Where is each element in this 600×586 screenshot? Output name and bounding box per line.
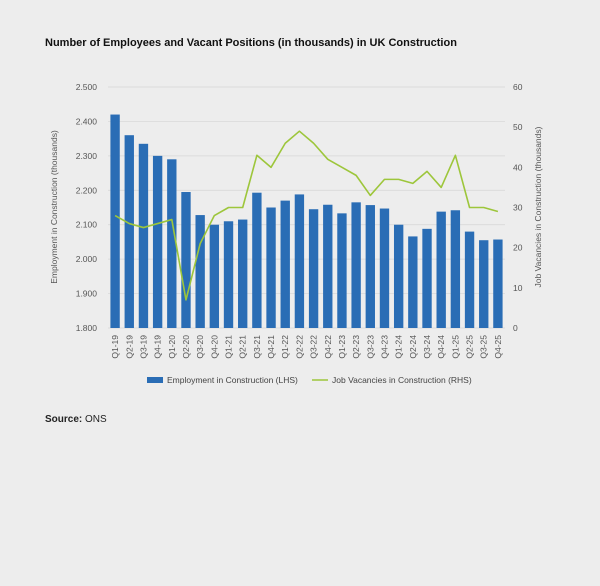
x-tick-label: Q3-20 <box>195 335 205 359</box>
legend-swatch-employment <box>147 377 163 383</box>
right-tick-label: 40 <box>513 162 523 172</box>
x-tick-label: Q1-24 <box>394 335 404 359</box>
legend-label-employment: Employment in Construction (LHS) <box>167 375 298 385</box>
line-series-vacancies <box>114 130 499 301</box>
source-label: Source: <box>45 414 83 425</box>
legend-label-vacancies: Job Vacancies in Construction (RHS) <box>332 375 472 385</box>
bar <box>493 239 503 328</box>
bar <box>365 205 375 328</box>
left-tick-label: 1.800 <box>76 323 98 333</box>
source-note: Source: ONS <box>45 414 107 425</box>
bar <box>252 192 262 328</box>
bar <box>110 114 120 329</box>
x-tick-label: Q3-23 <box>365 335 375 359</box>
x-tick-label: Q2-24 <box>408 335 418 359</box>
right-axis-title: Job Vacancies in Construction (thousands… <box>533 126 543 287</box>
bar <box>393 224 404 328</box>
bar <box>266 207 276 328</box>
bar <box>138 143 149 328</box>
bar <box>152 155 163 328</box>
bar <box>223 221 234 328</box>
right-tick-label: 60 <box>513 82 523 92</box>
x-tick-label: Q2-23 <box>351 335 361 359</box>
left-tick-label: 2.300 <box>76 151 98 161</box>
x-tick-label: Q1-22 <box>280 335 290 359</box>
bar <box>167 159 177 328</box>
right-axis-ticks: 0 10 20 30 40 50 60 <box>513 82 523 333</box>
x-tick-label: Q4-20 <box>209 335 219 359</box>
bar <box>479 240 489 328</box>
left-tick-label: 2.200 <box>76 185 98 195</box>
left-tick-label: 2.000 <box>76 254 98 264</box>
x-tick-label: Q2-21 <box>238 335 248 359</box>
x-tick-label: Q2-19 <box>124 335 134 359</box>
x-tick-label: Q3-19 <box>138 335 148 359</box>
bar <box>379 208 390 328</box>
bar <box>209 224 220 328</box>
right-tick-label: 0 <box>513 323 518 333</box>
bar <box>422 228 432 328</box>
left-tick-label: 2.500 <box>76 82 98 92</box>
x-tick-label: Q4-22 <box>323 335 333 359</box>
source-value: ONS <box>85 414 107 425</box>
left-axis-title: Employment in Construction (thousands) <box>49 130 59 284</box>
left-axis-ticks: 1.800 1.900 2.000 2.100 2.200 2.300 2.400 2.500 <box>76 82 98 333</box>
x-tick-label: Q1-25 <box>450 335 460 359</box>
x-tick-label: Q3-24 <box>422 335 432 359</box>
x-tick-label: Q2-20 <box>181 335 191 359</box>
x-tick-label: Q1-21 <box>224 335 234 359</box>
x-tick-label: Q2-25 <box>465 335 475 359</box>
bar <box>280 200 290 328</box>
bar <box>450 210 461 328</box>
x-tick-label: Q4-19 <box>153 335 163 359</box>
bar <box>238 219 248 328</box>
vacancies-line <box>114 130 499 301</box>
x-tick-label: Q2-22 <box>294 335 304 359</box>
x-tick-label: Q1-20 <box>167 335 177 359</box>
left-tick-label: 1.900 <box>76 289 98 299</box>
bar <box>464 231 475 328</box>
chart-title: Number of Employees and Vacant Positions… <box>45 37 457 49</box>
right-tick-label: 50 <box>513 122 523 132</box>
left-tick-label: 2.100 <box>76 220 98 230</box>
bar <box>337 213 347 328</box>
bar-series-employment <box>110 114 503 329</box>
left-tick-label: 2.400 <box>76 116 98 126</box>
x-tick-label: Q4-24 <box>436 335 446 359</box>
x-tick-label: Q3-22 <box>309 335 319 359</box>
bar <box>124 135 134 328</box>
x-tick-label: Q4-21 <box>266 335 276 359</box>
legend: Employment in Construction (LHS) Job Vac… <box>147 375 472 385</box>
x-tick-label: Q1-23 <box>337 335 347 359</box>
x-tick-label: Q3-21 <box>252 335 262 359</box>
x-tick-label: Q4-25 <box>493 335 503 359</box>
bar <box>294 194 305 328</box>
right-tick-label: 10 <box>513 283 523 293</box>
bar <box>351 202 361 328</box>
right-tick-label: 20 <box>513 243 523 253</box>
combo-chart: 1.800 1.900 2.000 2.100 2.200 2.300 2.400 2.500… <box>49 82 543 385</box>
bar <box>181 192 191 328</box>
x-tick-label: Q1-19 <box>110 335 120 359</box>
bar <box>195 215 205 328</box>
bar <box>436 211 446 328</box>
bar <box>323 204 333 328</box>
x-tick-label: Q4-23 <box>379 335 389 359</box>
bar <box>308 209 319 328</box>
x-tick-label: Q3-25 <box>479 335 489 359</box>
right-tick-label: 30 <box>513 203 523 213</box>
x-axis-ticks: Q1-19 Q2-19 Q3-19 Q4-19 Q1-20 Q2-20 Q3-20 Q4-20… <box>110 335 503 359</box>
bar <box>408 236 418 328</box>
